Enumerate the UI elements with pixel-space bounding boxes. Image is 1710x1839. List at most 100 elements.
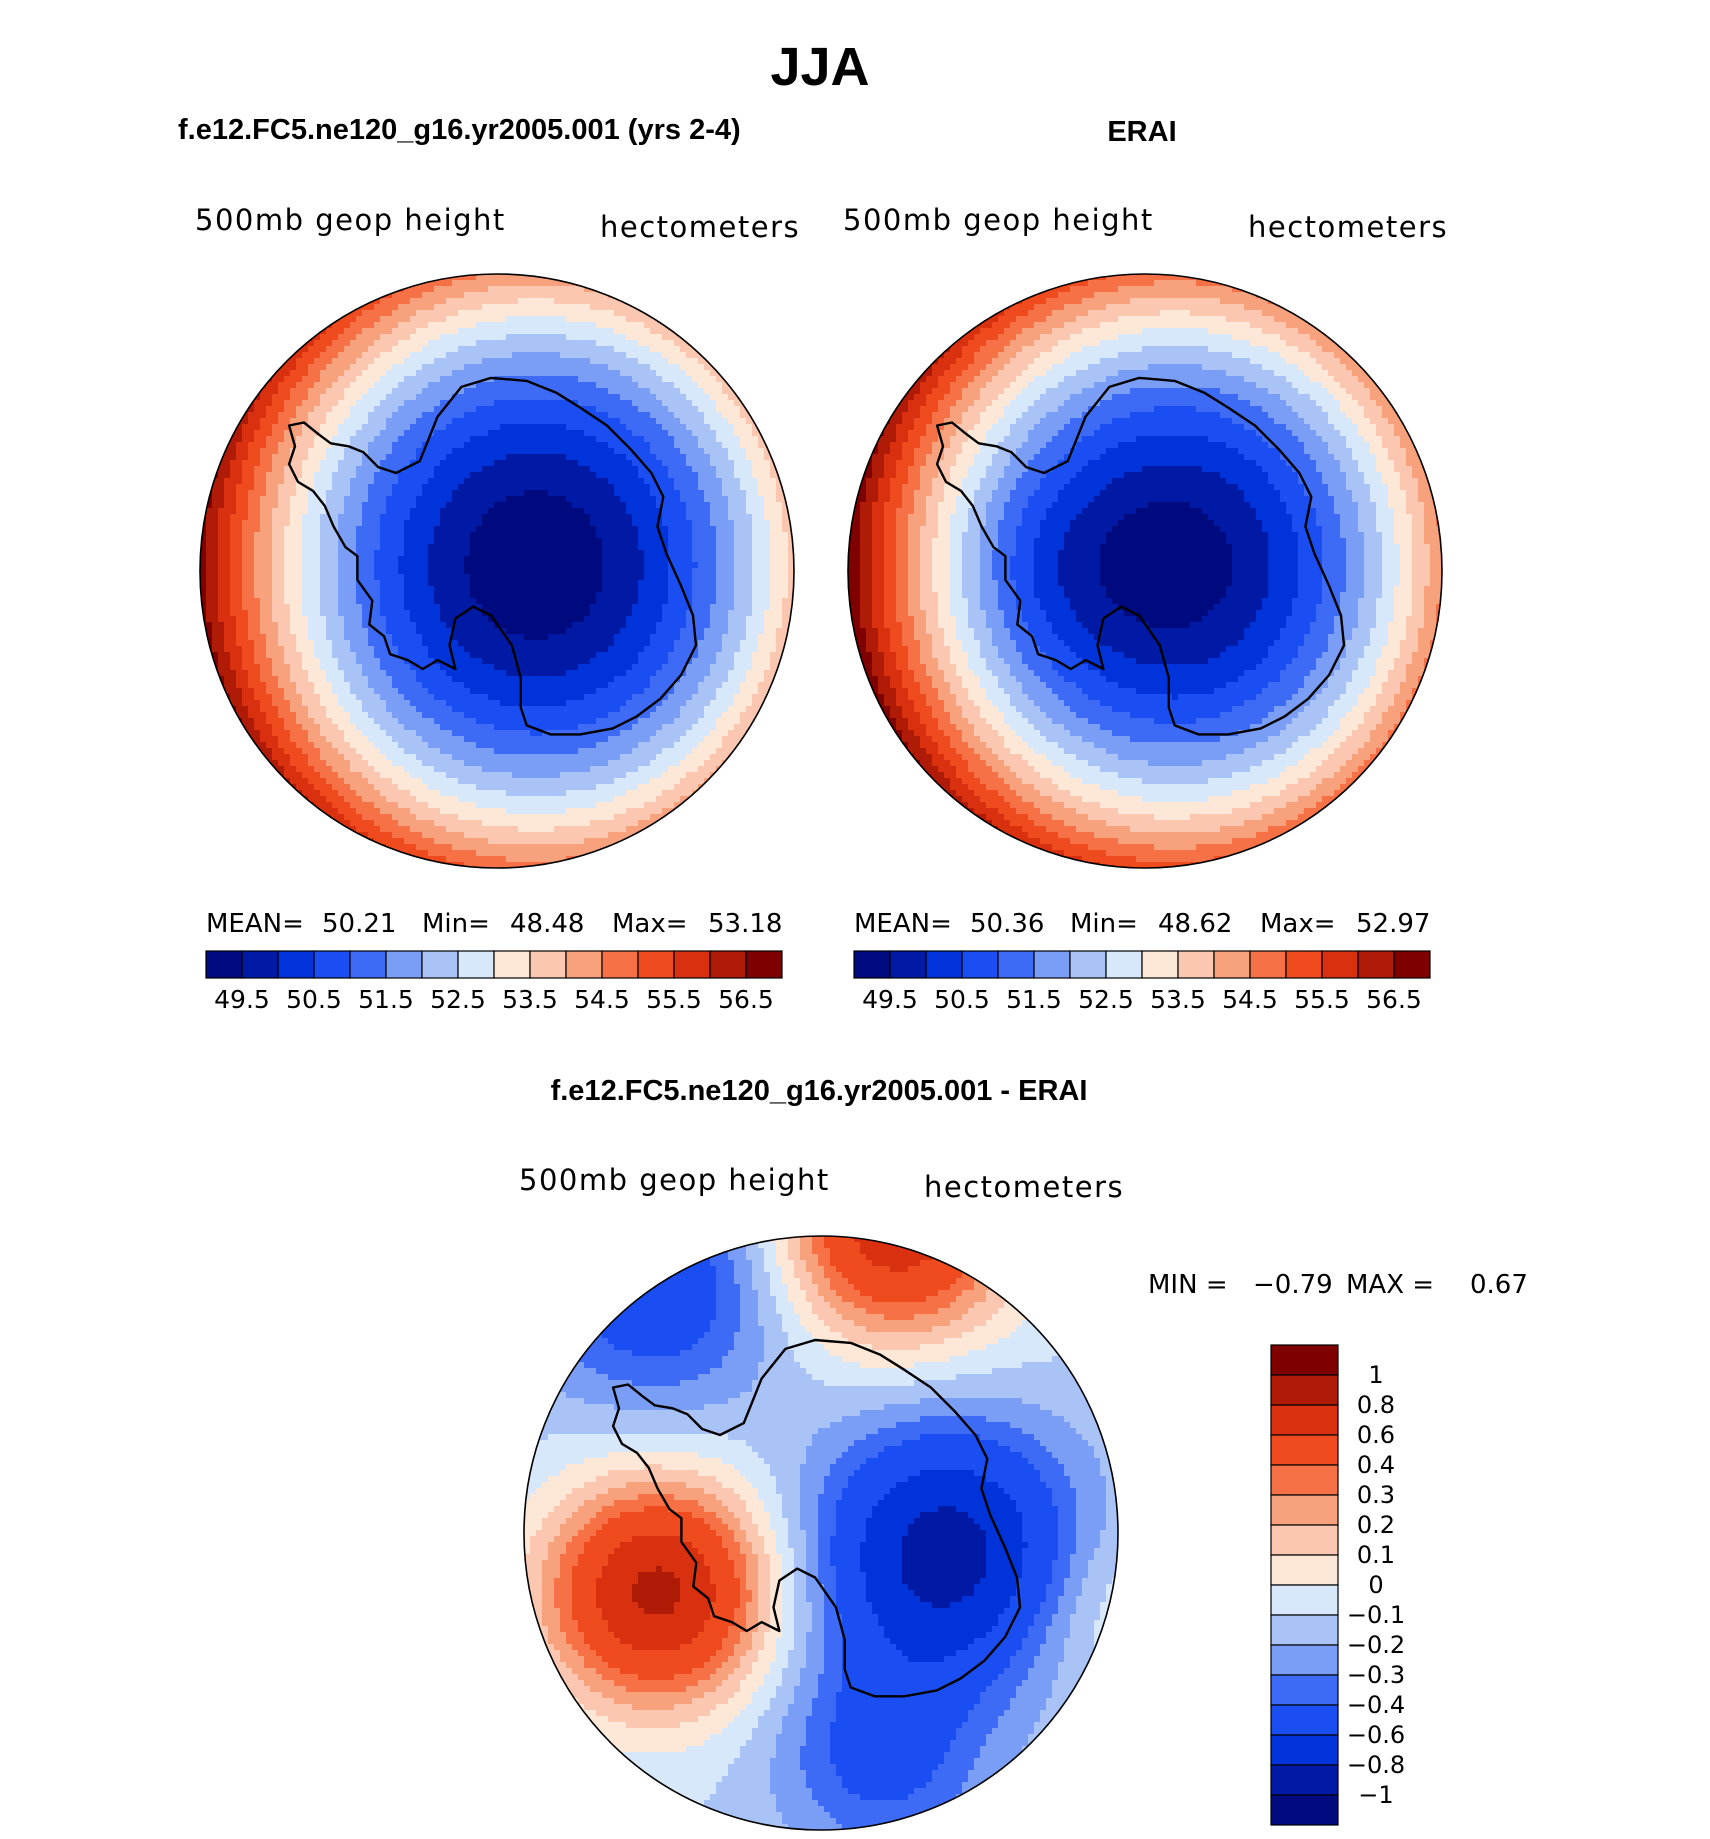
contour-cell (530, 460, 537, 467)
contour-cell (356, 436, 363, 443)
contour-cell (338, 586, 345, 593)
contour-cell (302, 520, 309, 527)
contour-cell (686, 616, 693, 623)
contour-cell (410, 556, 417, 563)
contour-cell (668, 610, 675, 617)
contour-cell (326, 616, 333, 623)
contour-cell (554, 292, 561, 299)
contour-cell (458, 532, 465, 539)
contour-cell (590, 496, 597, 503)
contour-cell (752, 514, 759, 521)
contour-cell (542, 442, 549, 449)
contour-cell (206, 604, 213, 611)
contour-cell (356, 604, 363, 611)
contour-cell (740, 424, 747, 431)
contour-cell (464, 508, 471, 515)
contour-cell (572, 442, 579, 449)
contour-cell (500, 622, 507, 629)
contour-cell (740, 586, 747, 593)
contour-cell (596, 538, 603, 545)
contour-cell (536, 364, 543, 371)
contour-cell (494, 526, 501, 533)
contour-cell (470, 370, 477, 377)
contour-cell (392, 508, 399, 515)
contour-cell (350, 466, 357, 473)
contour-cell (302, 430, 309, 437)
contour-cell (404, 418, 411, 425)
contour-cell (704, 556, 711, 563)
contour-cell (662, 472, 669, 479)
contour-cell (596, 604, 603, 611)
contour-cell (248, 586, 255, 593)
contour-cell (614, 592, 621, 599)
contour-cell (614, 544, 621, 551)
contour-cell (614, 358, 621, 365)
contour-cell (398, 400, 405, 407)
contour-cell (584, 358, 591, 365)
contour-cell (662, 610, 669, 617)
contour-cell (374, 556, 381, 563)
contour-cell (452, 580, 459, 587)
contour-cell (494, 322, 501, 329)
contour-cell (758, 550, 765, 557)
contour-cell (440, 610, 447, 617)
contour-cell (380, 496, 387, 503)
contour-cell (428, 478, 435, 485)
contour-cell (368, 382, 375, 389)
contour-cell (434, 424, 441, 431)
contour-cell (476, 418, 483, 425)
contour-cell (626, 310, 633, 317)
contour-cell (428, 340, 435, 347)
contour-cell (308, 436, 315, 443)
contour-cell (578, 484, 585, 491)
contour-cell (584, 418, 591, 425)
contour-cell (290, 526, 297, 533)
contour-cell (596, 514, 603, 521)
contour-cell (662, 580, 669, 587)
contour-cell (758, 454, 765, 461)
contour-cell (698, 598, 705, 605)
contour-cell (428, 490, 435, 497)
contour-cell (638, 598, 645, 605)
contour-cell (614, 364, 621, 371)
contour-cell (404, 394, 411, 401)
contour-cell (212, 622, 219, 629)
contour-cell (692, 568, 699, 575)
contour-cell (500, 352, 507, 359)
contour-cell (428, 418, 435, 425)
contour-cell (638, 436, 645, 443)
contour-cell (716, 508, 723, 515)
contour-cell (374, 352, 381, 359)
contour-cell (422, 550, 429, 557)
contour-cell (350, 448, 357, 455)
contour-cell (452, 496, 459, 503)
contour-cell (572, 472, 579, 479)
contour-cell (386, 328, 393, 335)
contour-cell (710, 382, 717, 389)
contour-cell (446, 502, 453, 509)
contour-cell (446, 622, 453, 629)
contour-cell (434, 286, 441, 293)
contour-cell (698, 418, 705, 425)
contour-cell (602, 496, 609, 503)
contour-cell (614, 598, 621, 605)
contour-cell (662, 364, 669, 371)
contour-cell (572, 316, 579, 323)
contour-cell (704, 412, 711, 419)
contour-cell (326, 316, 333, 323)
contour-cell (542, 328, 549, 335)
contour-cell (488, 598, 495, 605)
contour-cell (644, 316, 651, 323)
contour-cell (746, 586, 753, 593)
contour-cell (500, 286, 507, 293)
contour-cell (326, 394, 333, 401)
contour-cell (608, 358, 615, 365)
contour-cell (704, 604, 711, 611)
contour-cell (386, 352, 393, 359)
contour-cell (428, 376, 435, 383)
contour-cell (650, 478, 657, 485)
contour-cell (572, 484, 579, 491)
contour-cell (602, 406, 609, 413)
contour-cell (278, 550, 285, 557)
contour-cell (440, 286, 447, 293)
